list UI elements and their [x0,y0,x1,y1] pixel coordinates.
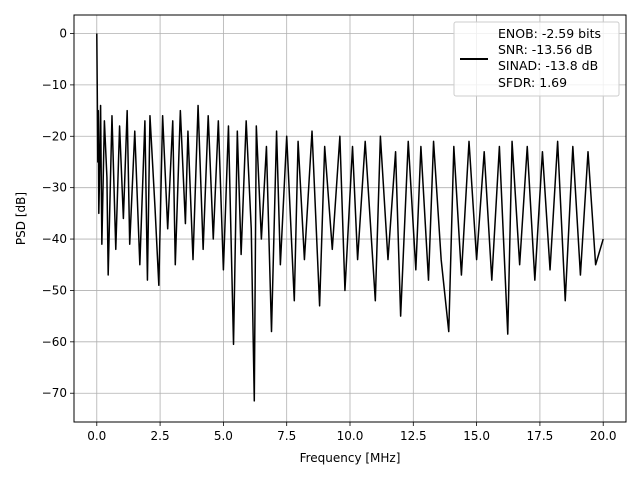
y-tick-label: −60 [42,335,67,349]
y-tick-label: −40 [42,232,67,246]
x-tick-label: 5.0 [214,429,233,443]
legend-snr: SNR: -13.56 dB [498,42,593,57]
legend-sinad: SINAD: -13.8 dB [498,58,598,73]
y-tick-label: −30 [42,181,67,195]
legend-sfdr: SFDR: 1.69 [498,75,567,90]
y-axis-ticks: 0 −10 −20 −30 −40 −50 −60 −70 [42,27,74,400]
psd-series-line [96,33,604,402]
x-tick-label: 15.0 [463,429,490,443]
x-axis-ticks: 0.0 2.5 5.0 7.5 10.0 12.5 15.0 17.5 20.0 [87,422,617,443]
x-tick-label: 7.5 [277,429,296,443]
x-tick-label: 17.5 [527,429,554,443]
legend-box [453,21,620,97]
y-tick-label: −10 [42,78,67,92]
y-tick-label: −70 [42,386,67,400]
x-tick-label: 10.0 [337,429,364,443]
y-axis-label: PSD [dB] [14,192,28,245]
legend: ENOB: -2.59 bits SNR: -13.56 dB SINAD: -… [453,21,620,97]
x-axis-label: Frequency [MHz] [300,451,401,465]
x-tick-label: 0.0 [87,429,106,443]
legend-enob: ENOB: -2.59 bits [498,26,601,41]
y-tick-label: −20 [42,129,67,143]
y-tick-label: −50 [42,283,67,297]
x-tick-label: 12.5 [400,429,427,443]
x-tick-label: 2.5 [151,429,170,443]
plot-area [96,33,604,402]
y-tick-label: 0 [59,27,67,41]
x-tick-label: 20.0 [590,429,617,443]
